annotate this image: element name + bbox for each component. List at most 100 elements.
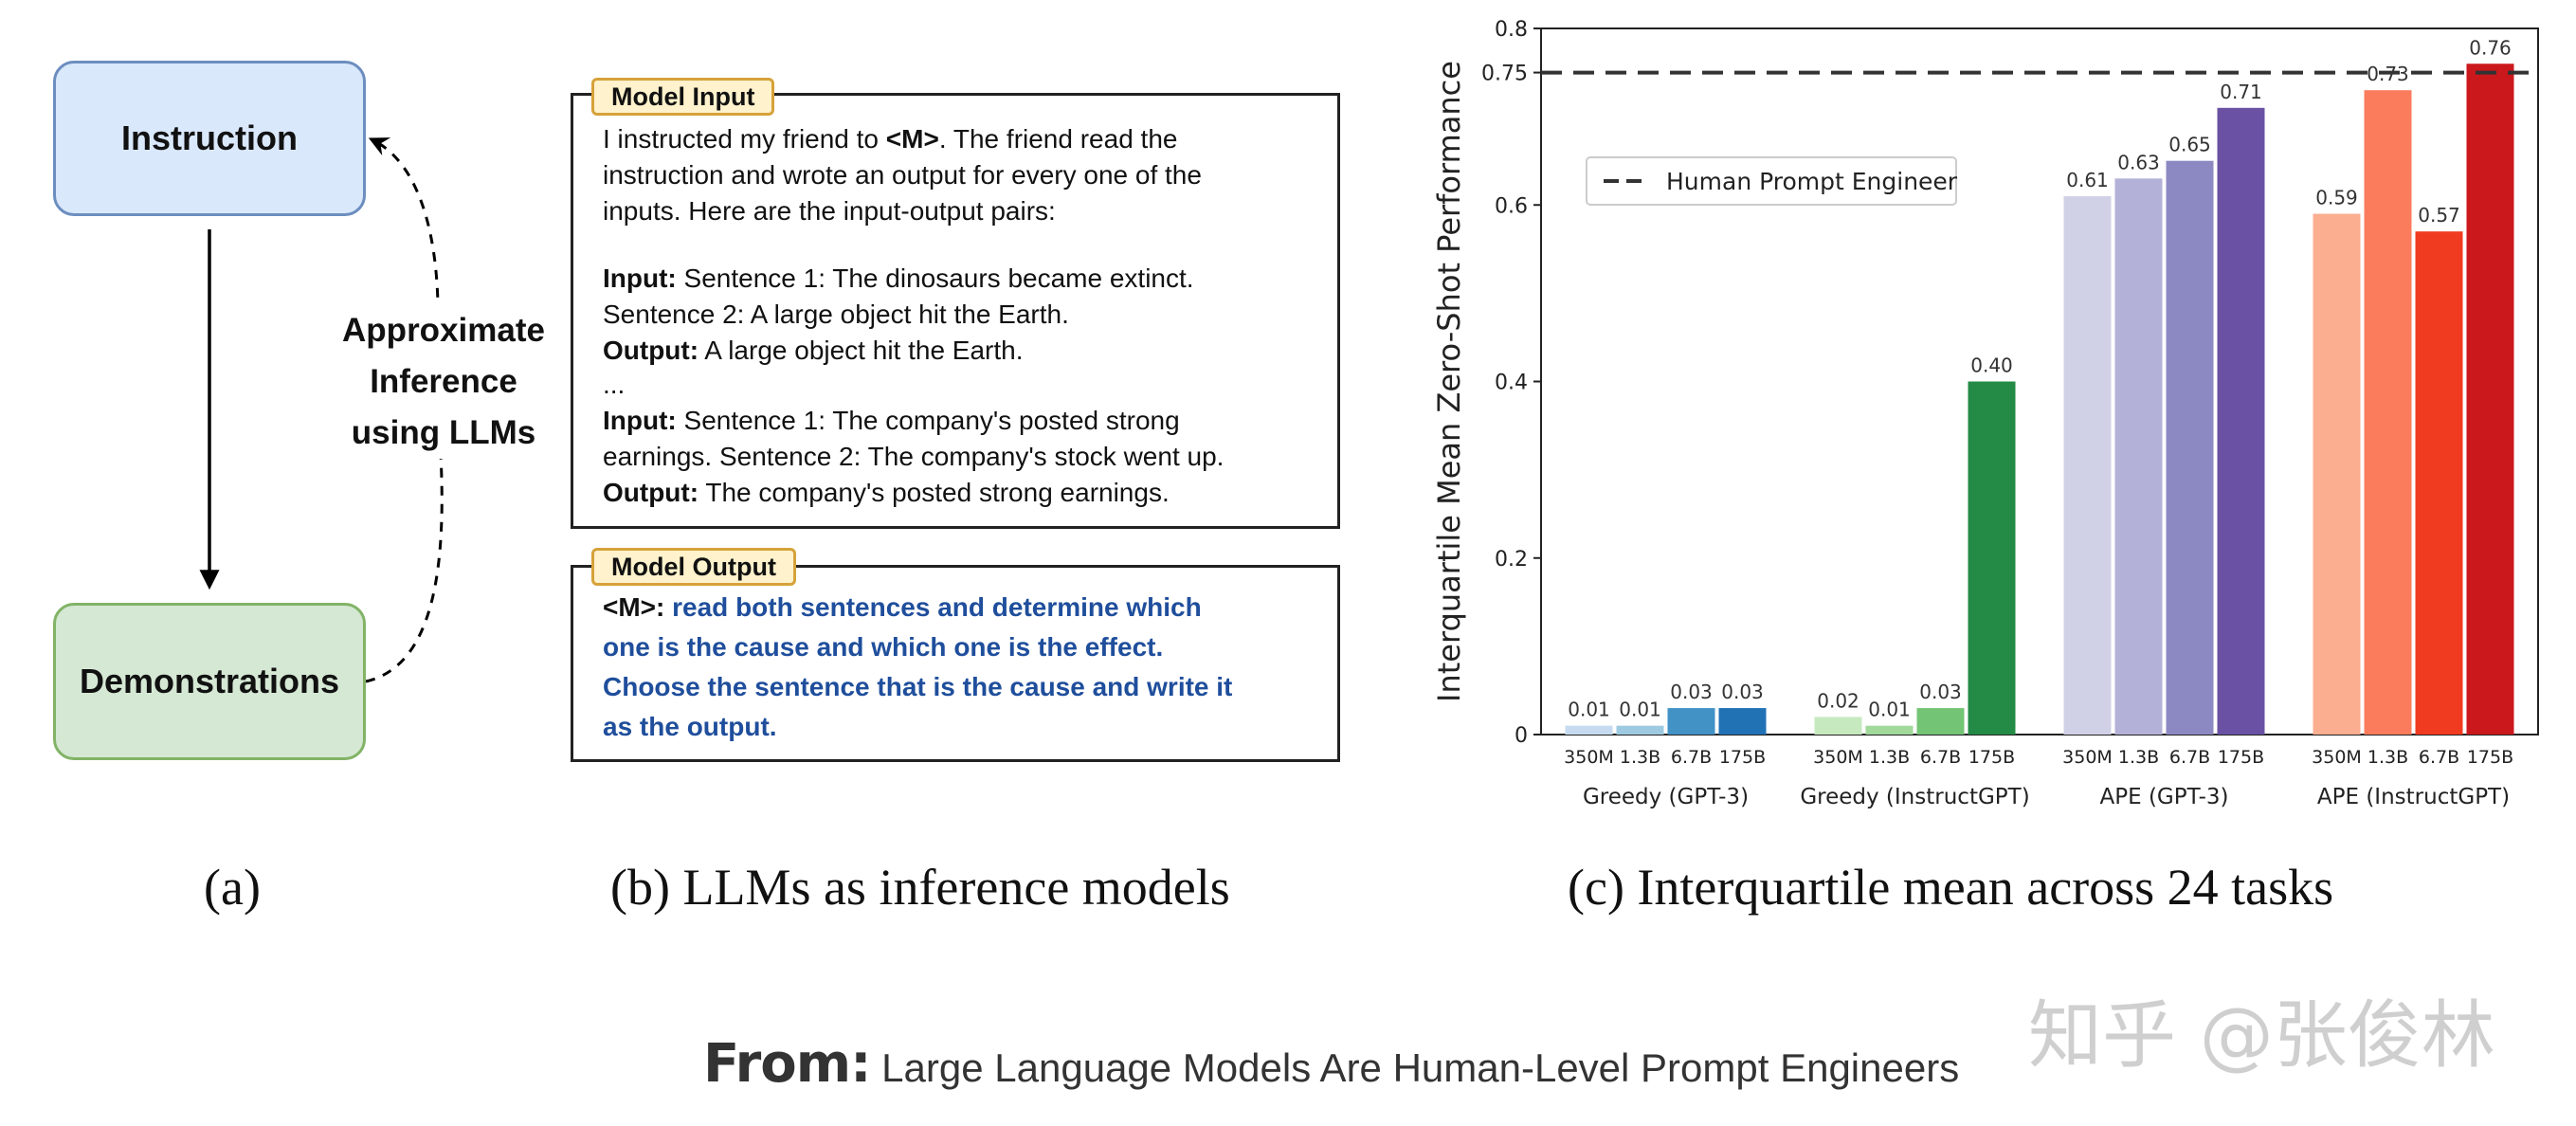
caption-b: (b) LLMs as inference models (610, 859, 1230, 916)
bar-value-label: 0.03 (1919, 681, 1962, 703)
example-text: The company's posted strong earnings. (698, 478, 1170, 507)
bar (1916, 708, 1965, 735)
bar (1865, 725, 1914, 735)
x-category-label: 1.3B (2118, 747, 2159, 768)
bar (1968, 381, 2016, 735)
x-group-label: Greedy (InstructGPT) (1800, 785, 2029, 809)
example-text: Sentence 1: The company's posted strong (676, 406, 1180, 435)
output-line-1: <M>: read both sentences and determine w… (603, 588, 1333, 627)
bar-value-label: 0.01 (1568, 699, 1610, 721)
demonstrations-node: Demonstrations (53, 603, 366, 760)
bar (1718, 708, 1767, 735)
input-label: Input: (603, 263, 677, 293)
example1-output-line: Output: A large object hit the Earth. (603, 333, 1333, 369)
output-line-3: Choose the sentence that is the cause an… (603, 672, 1233, 701)
x-group-label: Greedy (GPT-3) (1583, 785, 1749, 809)
bar-value-label: 0.01 (1619, 699, 1661, 721)
x-category-label: 350M (2062, 747, 2113, 768)
y-tick-label: 0.8 (1495, 18, 1528, 42)
model-output-box (571, 565, 1340, 762)
example1-input-line-1: Input: Sentence 1: The dinosaurs became … (603, 261, 1333, 297)
y-tick-label: 0 (1515, 724, 1528, 748)
input-intro-text: I instructed my friend to (603, 124, 886, 154)
input-intro-line-2: instruction and wrote an output for ever… (603, 160, 1202, 190)
y-axis-label: Interquartile Mean Zero-Shot Performance (1431, 61, 1467, 702)
mask-token: <M>: (603, 592, 665, 622)
caption-c: (c) Interquartile mean across 24 tasks (1568, 859, 2334, 916)
legend-label: Human Prompt Engineer (1666, 168, 1958, 195)
x-category-label: 1.3B (2367, 747, 2408, 768)
approx-inference-label: Approximate Inference using LLMs (311, 305, 576, 459)
generated-instruction: read both sentences and determine which (664, 592, 1202, 622)
bar-value-label: 0.03 (1721, 681, 1764, 703)
example-text: Sentence 1: The dinosaurs became extinct… (676, 263, 1194, 293)
model-input-box (571, 93, 1340, 529)
x-category-label: 1.3B (1620, 747, 1660, 768)
bar-value-label: 0.71 (2220, 81, 2262, 103)
example1-input-line-2: Sentence 2: A large object hit the Earth… (603, 300, 1069, 329)
output-line-2: one is the cause and which one is the ef… (603, 632, 1164, 662)
bar (1616, 725, 1664, 735)
source-footer: From: Large Language Models Are Human-Le… (703, 1033, 1959, 1095)
approx-line-1: Approximate (342, 312, 545, 349)
caption-a: (a) (204, 859, 261, 916)
bar-value-label: 0.01 (1868, 699, 1911, 721)
input-intro-line-1: I instructed my friend to <M>. The frien… (603, 121, 1333, 157)
bar-value-label: 0.76 (2469, 36, 2512, 59)
instruction-label: Instruction (121, 118, 298, 157)
bar-value-label: 0.02 (1817, 689, 1859, 712)
output-label: Output: (603, 478, 699, 507)
mask-token: <M> (885, 124, 939, 154)
model-output-tag: Model Output (591, 548, 796, 586)
x-category-label: 350M (2312, 747, 2362, 768)
model-output-text: <M>: read both sentences and determine w… (603, 588, 1333, 747)
example-text: A large object hit the Earth. (698, 336, 1024, 365)
x-category-label: 6.7B (2419, 747, 2459, 768)
demonstrations-label: Demonstrations (79, 662, 340, 700)
x-category-label: 6.7B (1920, 747, 1961, 768)
y-tick-label: 0.2 (1495, 548, 1528, 572)
approx-line-3: using LLMs (351, 414, 536, 451)
bar-value-label: 0.57 (2418, 204, 2460, 227)
approx-line-2: Inference (370, 363, 517, 400)
y-tick-label: 0.75 (1481, 63, 1528, 86)
output-line-4: as the output. (603, 712, 777, 741)
bar-value-label: 0.65 (2168, 134, 2211, 156)
performance-bar-chart: 0 0.2 0.4 0.6 0.75 0.8 Interquartile Mean Zero… (1431, 18, 2539, 809)
bar-value-label: 0.63 (2117, 151, 2160, 173)
bar (2364, 90, 2412, 735)
x-group-label: APE (GPT-3) (2100, 785, 2229, 809)
bar (2217, 107, 2265, 735)
bar-value-label: 0.03 (1670, 681, 1713, 703)
model-input-tag: Model Input (591, 78, 775, 116)
x-category-label: 350M (1564, 747, 1614, 768)
example2-output-line: Output: The company's posted strong earn… (603, 475, 1333, 511)
x-category-label: 175B (1719, 747, 1766, 768)
bar (2114, 178, 2163, 735)
bar (2313, 213, 2361, 735)
paper-reference: Large Language Models Are Human-Level Pr… (870, 1045, 1960, 1090)
x-category-label: 175B (2218, 747, 2264, 768)
x-category-label: 350M (1813, 747, 1863, 768)
output-label: Output: (603, 336, 699, 365)
bar (1814, 717, 1862, 735)
example2-input-line-1: Input: Sentence 1: The company's posted … (603, 403, 1333, 439)
bar-value-label: 0.61 (2066, 169, 2109, 191)
ellipsis: ... (603, 370, 626, 399)
bar (2466, 64, 2514, 735)
x-category-label: 175B (1968, 747, 2015, 768)
bar-value-label: 0.59 (2315, 187, 2358, 209)
x-category-label: 6.7B (1671, 747, 1712, 768)
instruction-node: Instruction (53, 61, 366, 216)
bar (2166, 160, 2214, 735)
y-tick-label: 0.4 (1495, 372, 1528, 395)
x-category-label: 1.3B (1869, 747, 1910, 768)
example2-input-line-2: earnings. Sentence 2: The company's stoc… (603, 442, 1225, 471)
x-category-label: 175B (2467, 747, 2513, 768)
x-category-label: 6.7B (2169, 747, 2210, 768)
bar (2063, 195, 2112, 735)
watermark: 知乎 @张俊林 (2028, 993, 2495, 1079)
input-label: Input: (603, 406, 677, 435)
y-tick-label: 0.6 (1495, 194, 1528, 218)
bar (2415, 231, 2463, 735)
